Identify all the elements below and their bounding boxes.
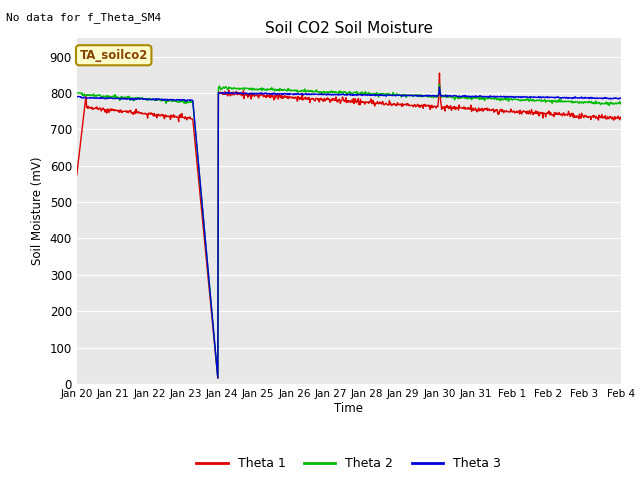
Theta 1 [617, 115, 625, 121]
Theta 1 [313, 96, 321, 101]
Theta 1 [73, 172, 81, 178]
Theta 1 [447, 108, 455, 113]
Title: Soil CO2 Soil Moisture: Soil CO2 Soil Moisture [265, 21, 433, 36]
Theta 3 [129, 96, 136, 102]
Theta 3 [214, 375, 221, 381]
Theta 1 [499, 107, 506, 112]
Y-axis label: Soil Moisture (mV): Soil Moisture (mV) [31, 157, 44, 265]
Theta 2 [129, 95, 136, 101]
Theta 2 [313, 89, 321, 95]
Theta 3 [436, 84, 444, 90]
Text: TA_soilco2: TA_soilco2 [79, 49, 148, 62]
Theta 2 [617, 100, 625, 106]
Theta 2 [499, 96, 506, 102]
Theta 1 [436, 70, 444, 76]
Theta 1 [129, 110, 136, 116]
Theta 1 [294, 98, 301, 104]
Theta 1 [214, 375, 221, 381]
Legend: Theta 1, Theta 2, Theta 3: Theta 1, Theta 2, Theta 3 [191, 453, 506, 476]
Theta 2 [214, 375, 221, 381]
Theta 1 [508, 108, 516, 114]
Theta 3 [617, 96, 625, 101]
Theta 2 [73, 90, 81, 96]
Theta 2 [447, 95, 455, 100]
Line: Theta 1: Theta 1 [77, 73, 621, 378]
Text: No data for f_Theta_SM4: No data for f_Theta_SM4 [6, 12, 162, 23]
Theta 2 [294, 87, 301, 93]
Theta 3 [313, 91, 321, 97]
Line: Theta 2: Theta 2 [77, 84, 621, 378]
Theta 3 [499, 94, 506, 99]
Theta 3 [447, 94, 455, 99]
Line: Theta 3: Theta 3 [77, 87, 621, 378]
Theta 2 [508, 97, 516, 103]
Theta 2 [436, 81, 444, 87]
Theta 3 [294, 91, 301, 96]
Theta 3 [508, 94, 516, 100]
Theta 3 [73, 94, 81, 99]
X-axis label: Time: Time [334, 402, 364, 415]
